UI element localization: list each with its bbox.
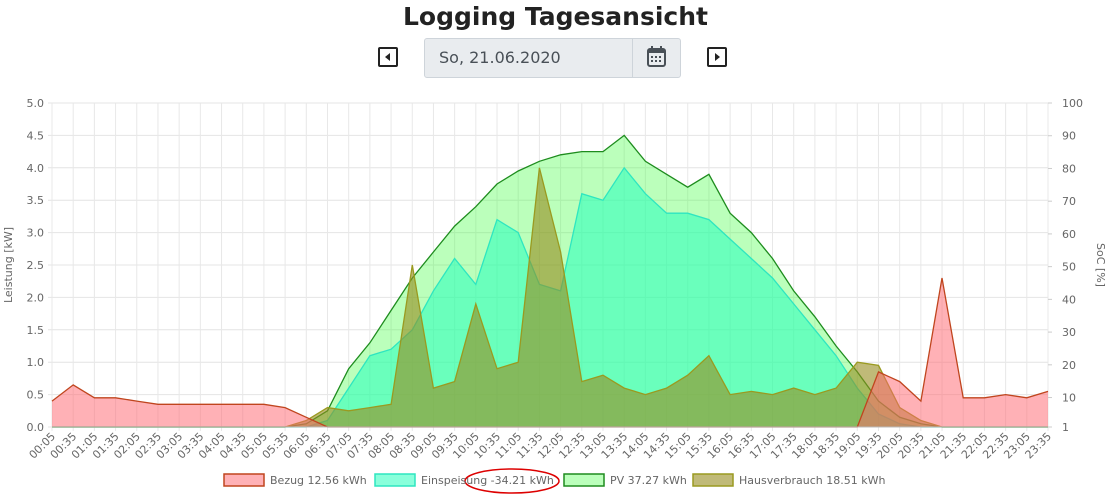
- prev-day-button[interactable]: [378, 47, 398, 67]
- y2-tick-label: 10: [1062, 392, 1076, 405]
- legend-label: Hausverbrauch 18.51 kWh: [739, 474, 885, 487]
- y2-tick-label: 100: [1062, 97, 1083, 110]
- x-tick-label: 12:35: [556, 430, 588, 462]
- x-tick-label: 15:35: [683, 430, 715, 462]
- x-tick-label: 01:35: [90, 430, 122, 462]
- x-tick-label: 05:05: [238, 430, 270, 462]
- y2-tick-label: 40: [1062, 293, 1076, 306]
- x-tick-label: 18:35: [811, 430, 843, 462]
- y-tick-label: 0.5: [27, 389, 45, 402]
- highlight-ellipse: [464, 468, 560, 494]
- area: [52, 167, 1048, 428]
- x-tick-label: 21:05: [917, 430, 949, 462]
- x-tick-label: 15:05: [662, 430, 694, 462]
- next-day-button[interactable]: [707, 47, 727, 67]
- x-tick-label: 06:05: [281, 430, 313, 462]
- legend-label: PV 37.27 kWh: [610, 474, 687, 487]
- area: [52, 278, 1048, 427]
- y2-tick-label: 70: [1062, 195, 1076, 208]
- y-tick-label: 1.5: [27, 324, 45, 337]
- x-tick-label: 10:35: [472, 430, 504, 462]
- x-tick-label: 19:05: [832, 430, 864, 462]
- calendar-icon: [647, 46, 666, 67]
- legend-swatch: [692, 473, 734, 487]
- y-axis-title: Leistung [kW]: [2, 227, 15, 303]
- legend-label: Bezug 12.56 kWh: [270, 474, 367, 487]
- x-tick-label: 23:05: [1001, 430, 1033, 462]
- y-tick-label: 5.0: [27, 97, 45, 110]
- x-tick-label: 13:05: [577, 430, 609, 462]
- y-tick-label: 4.5: [27, 129, 45, 142]
- x-tick-label: 09:35: [429, 430, 461, 462]
- x-tick-label: 17:05: [747, 430, 779, 462]
- x-tick-label: 11:35: [514, 430, 546, 462]
- x-tick-label: 04:05: [196, 430, 228, 462]
- y2-tick-label: 60: [1062, 228, 1076, 241]
- x-tick-label: 21:35: [938, 430, 970, 462]
- x-tick-label: 14:35: [641, 430, 673, 462]
- x-tick-label: 01:05: [69, 430, 101, 462]
- y2-tick-label: 80: [1062, 162, 1076, 175]
- y2-tick-label: 20: [1062, 359, 1076, 372]
- grid: [48, 102, 1049, 431]
- y-tick-label: 2.0: [27, 291, 45, 304]
- area: [52, 135, 1048, 427]
- x-tick-label: 11:05: [493, 430, 525, 462]
- x-tick-label: 03:05: [154, 430, 186, 462]
- x-tick-label: 10:05: [450, 430, 482, 462]
- y-tick-label: 1.0: [27, 356, 45, 369]
- y-tick-label: 0.0: [27, 421, 45, 434]
- x-tick-label: 22:35: [980, 430, 1012, 462]
- x-tick-label: 02:05: [111, 430, 143, 462]
- line: [52, 167, 1048, 428]
- y-tick-label: 2.5: [27, 259, 45, 272]
- x-tick-label: 06:35: [302, 430, 334, 462]
- x-tick-label: 08:35: [387, 430, 419, 462]
- x-tick-label: 09:05: [408, 430, 440, 462]
- x-tick-label: 23:35: [1023, 430, 1055, 462]
- x-tick-label: 19:35: [853, 430, 885, 462]
- x-tick-label: 05:35: [260, 430, 292, 462]
- icon: [385, 53, 390, 61]
- x-tick-label: 13:35: [599, 430, 631, 462]
- line: [52, 134, 1048, 428]
- x-tick-label: 00:05: [27, 430, 59, 462]
- x-tick-label: 16:05: [705, 430, 737, 462]
- x-tick-label: 14:05: [620, 430, 652, 462]
- x-tick-label: 20:05: [874, 430, 906, 462]
- y2-axis-title: SoC [%]: [1094, 243, 1107, 287]
- x-tick-label: 08:05: [366, 430, 398, 462]
- page-title: Logging Tagesansicht: [403, 2, 708, 31]
- y-tick-label: 4.0: [27, 162, 45, 175]
- x-tick-label: 22:05: [959, 430, 991, 462]
- x-tick-label: 18:05: [789, 430, 821, 462]
- x-tick-label: 17:35: [768, 430, 800, 462]
- legend-label: Einspeisung -34.21 kWh: [421, 474, 554, 487]
- date-input[interactable]: So, 21.06.2020: [424, 38, 633, 78]
- y2-tick-label: 30: [1062, 326, 1076, 339]
- x-tick-label: 04:35: [217, 430, 249, 462]
- y2-tick-label: 1: [1062, 421, 1069, 434]
- legend-swatch: [374, 473, 416, 487]
- legend-swatch: [563, 473, 605, 487]
- x-tick-label: 20:35: [895, 430, 927, 462]
- y-tick-label: 3.0: [27, 227, 45, 240]
- y2-tick-label: 90: [1062, 130, 1076, 143]
- x-tick-label: 16:35: [726, 430, 758, 462]
- x-tick-label: 02:35: [132, 430, 164, 462]
- x-tick-label: 07:35: [344, 430, 376, 462]
- y2-tick-label: 50: [1062, 261, 1076, 274]
- y-tick-label: 3.5: [27, 194, 45, 207]
- line: [52, 166, 1048, 428]
- x-tick-label: 03:35: [175, 430, 207, 462]
- legend-swatch: [223, 473, 265, 487]
- line: [51, 277, 1049, 428]
- x-tick-label: 12:05: [535, 430, 567, 462]
- calendar-button[interactable]: [632, 38, 681, 78]
- x-tick-label: 00:35: [48, 430, 80, 462]
- area: [52, 167, 1048, 428]
- x-tick-label: 07:05: [323, 430, 355, 462]
- icon: [715, 53, 720, 61]
